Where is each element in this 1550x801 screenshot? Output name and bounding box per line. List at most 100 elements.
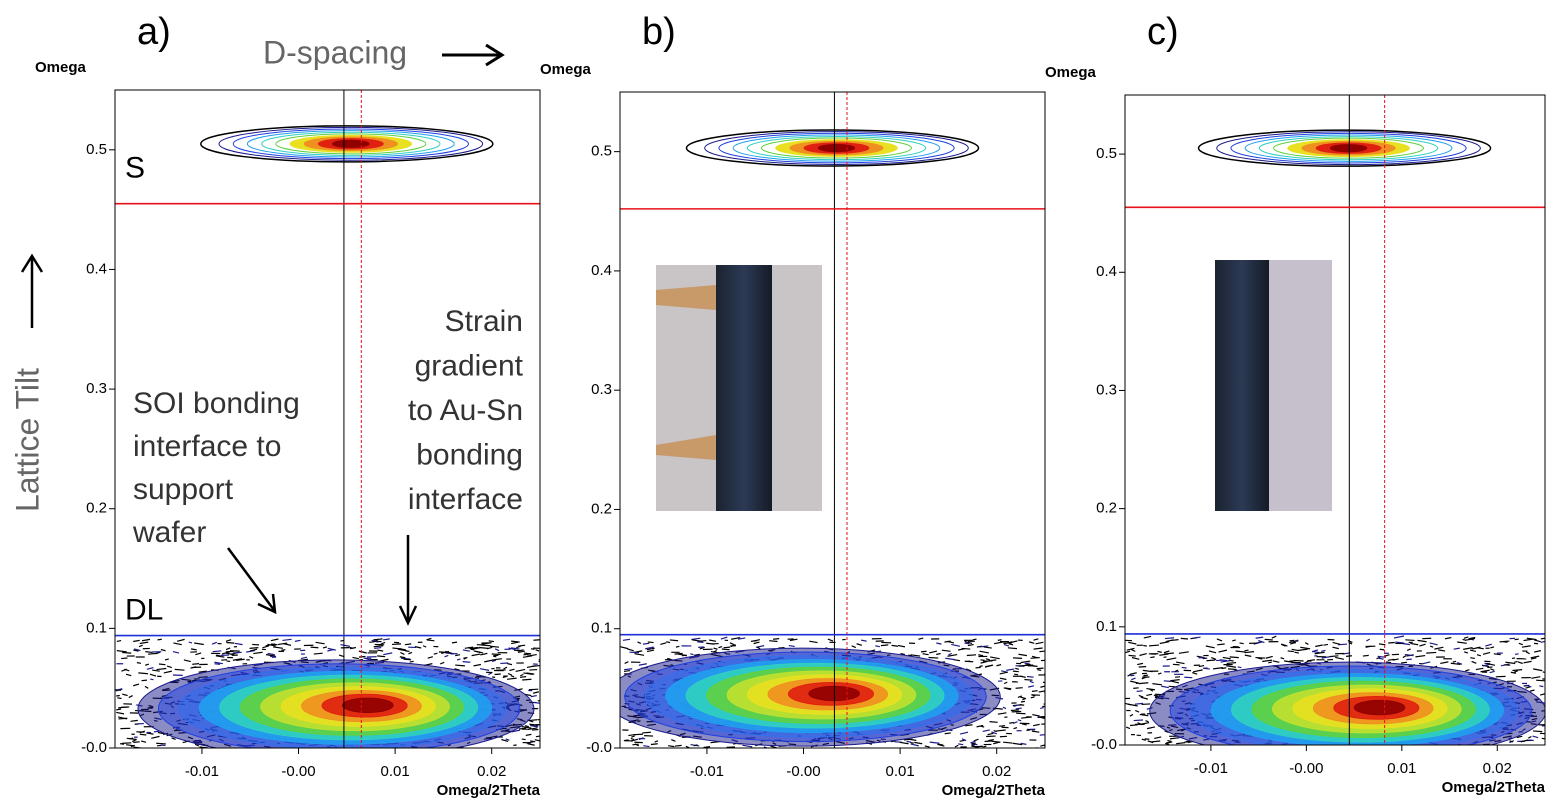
noise-contour bbox=[971, 742, 976, 745]
noise-contour bbox=[1154, 736, 1162, 740]
noise-contour bbox=[133, 741, 140, 743]
noise-contour bbox=[693, 744, 698, 747]
noise-contour bbox=[1521, 645, 1531, 648]
noise-contour bbox=[373, 639, 378, 643]
y-tick-label: 0.4 bbox=[86, 260, 107, 277]
noise-contour bbox=[1347, 640, 1353, 643]
noise-contour bbox=[1030, 656, 1040, 659]
noise-contour bbox=[1503, 641, 1508, 643]
noise-contour bbox=[1272, 660, 1280, 663]
noise-contour bbox=[225, 647, 231, 651]
inset-photo bbox=[1215, 260, 1269, 511]
noise-contour bbox=[121, 657, 128, 660]
noise-contour bbox=[1143, 674, 1148, 677]
noise-contour bbox=[929, 741, 940, 744]
noise-contour bbox=[528, 688, 539, 691]
noise-contour bbox=[511, 729, 521, 733]
noise-contour bbox=[126, 737, 137, 741]
noise-contour bbox=[959, 731, 969, 735]
noise-contour bbox=[1529, 689, 1535, 692]
noise-contour bbox=[1013, 727, 1018, 730]
noise-contour bbox=[1159, 641, 1170, 645]
noise-contour bbox=[897, 644, 906, 648]
noise-contour bbox=[1146, 687, 1156, 691]
noise-contour bbox=[1006, 668, 1015, 671]
y-tick-label: -0.0 bbox=[1091, 736, 1117, 753]
noise-contour bbox=[631, 735, 635, 738]
noise-contour bbox=[669, 639, 679, 642]
noise-contour bbox=[1429, 645, 1434, 648]
noise-contour bbox=[1135, 709, 1140, 713]
noise-contour bbox=[1032, 713, 1040, 717]
noise-contour bbox=[349, 646, 354, 649]
noise-contour bbox=[515, 668, 526, 673]
noise-contour bbox=[1280, 657, 1285, 660]
noise-contour bbox=[265, 654, 276, 657]
noise-contour bbox=[1147, 740, 1154, 744]
noise-contour bbox=[1178, 651, 1189, 654]
annotation: interface bbox=[408, 483, 523, 516]
noise-contour bbox=[753, 641, 760, 645]
noise-contour bbox=[176, 638, 185, 642]
noise-contour bbox=[998, 724, 1006, 727]
noise-contour bbox=[989, 721, 998, 723]
noise-contour bbox=[234, 642, 243, 646]
contour bbox=[1273, 137, 1425, 159]
noise-contour bbox=[1536, 679, 1545, 682]
noise-contour bbox=[491, 659, 497, 663]
noise-contour bbox=[533, 701, 540, 704]
noise-contour bbox=[1517, 661, 1523, 665]
noise-contour bbox=[1297, 648, 1308, 652]
noise-contour bbox=[484, 659, 494, 663]
noise-contour bbox=[183, 659, 191, 663]
noise-contour bbox=[1205, 645, 1215, 649]
noise-contour bbox=[116, 650, 127, 653]
noise-contour bbox=[530, 724, 539, 728]
noise-contour bbox=[861, 639, 867, 642]
noise-contour bbox=[116, 688, 123, 691]
noise-contour bbox=[1172, 663, 1180, 666]
noise-contour bbox=[138, 644, 143, 648]
noise-contour bbox=[1315, 644, 1323, 648]
noise-contour bbox=[121, 742, 132, 744]
noise-contour bbox=[756, 646, 761, 650]
noise-contour bbox=[1525, 651, 1530, 655]
noise-contour bbox=[163, 670, 172, 674]
noise-contour bbox=[1450, 662, 1461, 666]
noise-contour bbox=[116, 639, 122, 643]
plot-frame bbox=[619, 91, 1046, 749]
contour bbox=[685, 129, 980, 167]
noise-contour bbox=[1523, 638, 1534, 642]
noise-contour bbox=[1378, 643, 1386, 646]
noise-contour bbox=[1027, 685, 1035, 688]
noise-contour bbox=[1161, 685, 1169, 689]
noise-contour bbox=[936, 652, 941, 656]
noise-contour bbox=[674, 744, 682, 747]
noise-contour bbox=[1126, 647, 1135, 651]
noise-contour bbox=[985, 658, 991, 661]
noise-contour bbox=[1444, 636, 1452, 640]
noise-contour bbox=[490, 645, 500, 648]
noise-contour bbox=[130, 719, 138, 722]
x-tick-label: 0.02 bbox=[982, 763, 1011, 780]
noise-contour bbox=[529, 668, 538, 671]
noise-contour bbox=[1003, 641, 1013, 645]
noise-contour bbox=[194, 743, 200, 747]
noise-contour bbox=[1244, 651, 1255, 654]
noise-contour bbox=[1453, 647, 1460, 650]
noise-contour bbox=[1525, 686, 1530, 689]
noise-contour bbox=[1523, 660, 1532, 664]
noise-contour bbox=[173, 642, 182, 646]
noise-contour bbox=[671, 739, 676, 742]
noise-contour bbox=[471, 646, 479, 649]
noise-contour bbox=[1232, 639, 1236, 642]
annotation: Strain bbox=[445, 305, 523, 338]
noise-contour bbox=[267, 652, 275, 656]
noise-contour bbox=[1002, 706, 1007, 710]
noise-contour bbox=[1509, 740, 1514, 743]
noise-contour bbox=[646, 647, 655, 651]
noise-contour bbox=[910, 741, 914, 744]
noise-contour bbox=[650, 743, 658, 746]
noise-contour bbox=[327, 647, 336, 651]
noise-contour bbox=[517, 649, 524, 652]
